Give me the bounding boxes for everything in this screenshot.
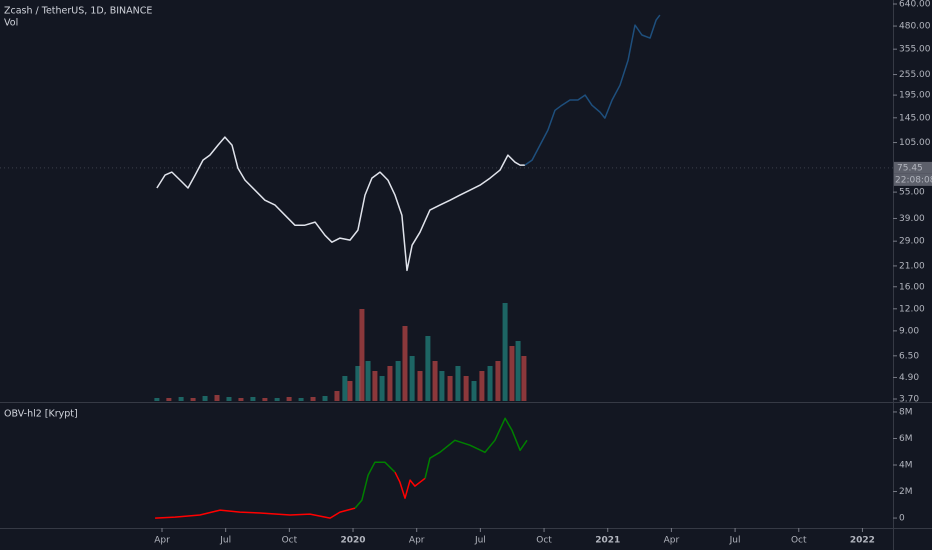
volume-bar <box>432 361 438 401</box>
volume-bar <box>447 376 453 401</box>
x-tick-label: Oct <box>536 536 552 546</box>
x-tick-label: Oct <box>282 536 298 546</box>
volume-bar <box>379 376 385 401</box>
volume-bar <box>439 371 445 401</box>
chart-title: Zcash / TetherUS, 1D, BINANCE <box>4 6 152 17</box>
y-tick-label: 4.90 <box>899 373 919 383</box>
volume-bar <box>262 398 268 401</box>
y-tick-label: 55.00 <box>899 188 925 198</box>
volume-bar <box>509 346 515 401</box>
y-tick-label: 2M <box>899 487 913 497</box>
line <box>524 14 661 166</box>
y-tick-label: 355.00 <box>899 45 931 55</box>
volume-bar <box>495 361 501 401</box>
y-tick-label: 39.00 <box>899 214 925 224</box>
x-tick-label: Jul <box>474 536 486 546</box>
volume-bar <box>402 326 408 401</box>
volume-bar <box>487 366 493 401</box>
volume-bar <box>286 397 292 401</box>
x-tick-label: Apr <box>154 536 170 546</box>
volume-bar <box>521 356 527 401</box>
y-tick-label: 3.70 <box>899 395 919 405</box>
y-tick-label: 29.00 <box>899 237 925 247</box>
x-tick-label: Jul <box>219 536 231 546</box>
volume-bar <box>310 397 316 401</box>
y-tick-label: 640.00 <box>899 0 931 10</box>
volume-bar <box>409 356 415 401</box>
x-tick-label: 2022 <box>850 536 875 546</box>
last-price-label: 75.45 <box>897 163 923 173</box>
volume-bar <box>515 341 521 401</box>
volume-bar <box>471 381 477 401</box>
line <box>394 471 426 499</box>
countdown-label: 22:08:08 <box>895 175 932 185</box>
volume-bar <box>455 366 461 401</box>
volume-bar <box>342 376 348 401</box>
volume-bar <box>355 366 361 401</box>
volume-bar <box>347 381 353 401</box>
indicator-title: OBV-hl2 [Krypt] <box>4 409 78 420</box>
y-tick-label: 16.00 <box>899 282 925 292</box>
y-tick-label: 8M <box>899 407 913 417</box>
volume-label: Vol <box>4 18 18 29</box>
volume-bar <box>166 398 172 401</box>
y-tick-label: 12.00 <box>899 304 925 314</box>
volume-bar <box>395 361 401 401</box>
y-tick-label: 145.00 <box>899 113 931 123</box>
volume-bar <box>463 376 469 401</box>
volume-bar <box>274 398 280 401</box>
y-tick-label: 21.00 <box>899 261 925 271</box>
volume-bar <box>214 395 220 401</box>
y-tick-label: 255.00 <box>899 70 931 80</box>
volume-bar <box>372 371 378 401</box>
volume-bar <box>334 391 340 401</box>
volume-bar <box>226 397 232 401</box>
countdown-box <box>894 173 932 186</box>
volume-bar <box>154 398 160 401</box>
volume-bar <box>238 398 244 401</box>
volume-bar <box>178 397 184 401</box>
volume-bar <box>250 397 256 401</box>
x-tick-label: Jul <box>729 536 741 546</box>
y-tick-label: 0 <box>899 514 905 524</box>
y-tick-label: 9.00 <box>899 326 919 336</box>
y-tick-label: 6.50 <box>899 351 919 361</box>
volume-bar <box>359 309 365 401</box>
volume-bar <box>202 396 208 401</box>
line <box>354 461 396 509</box>
volume-bar <box>365 361 371 401</box>
x-tick-label: Apr <box>664 536 680 546</box>
last-price-box <box>894 161 932 174</box>
y-tick-label: 105.00 <box>899 138 931 148</box>
y-tick-label: 4M <box>899 461 913 471</box>
line <box>424 417 528 479</box>
y-tick-label: 6M <box>899 434 913 444</box>
volume-bar <box>322 396 328 401</box>
x-tick-label: Apr <box>409 536 425 546</box>
line <box>155 507 356 519</box>
volume-bar <box>190 398 196 401</box>
x-tick-label: Oct <box>791 536 807 546</box>
volume-bar <box>387 366 393 401</box>
volume-bar <box>502 303 508 401</box>
volume-bar <box>298 398 304 401</box>
line <box>156 136 525 272</box>
volume-bar <box>479 371 485 401</box>
volume-bar <box>417 371 423 401</box>
x-tick-label: 2020 <box>340 536 365 546</box>
y-tick-label: 195.00 <box>899 91 931 101</box>
y-tick-label: 480.00 <box>899 22 931 32</box>
volume-bar <box>425 336 431 401</box>
x-tick-label: 2021 <box>595 536 620 546</box>
